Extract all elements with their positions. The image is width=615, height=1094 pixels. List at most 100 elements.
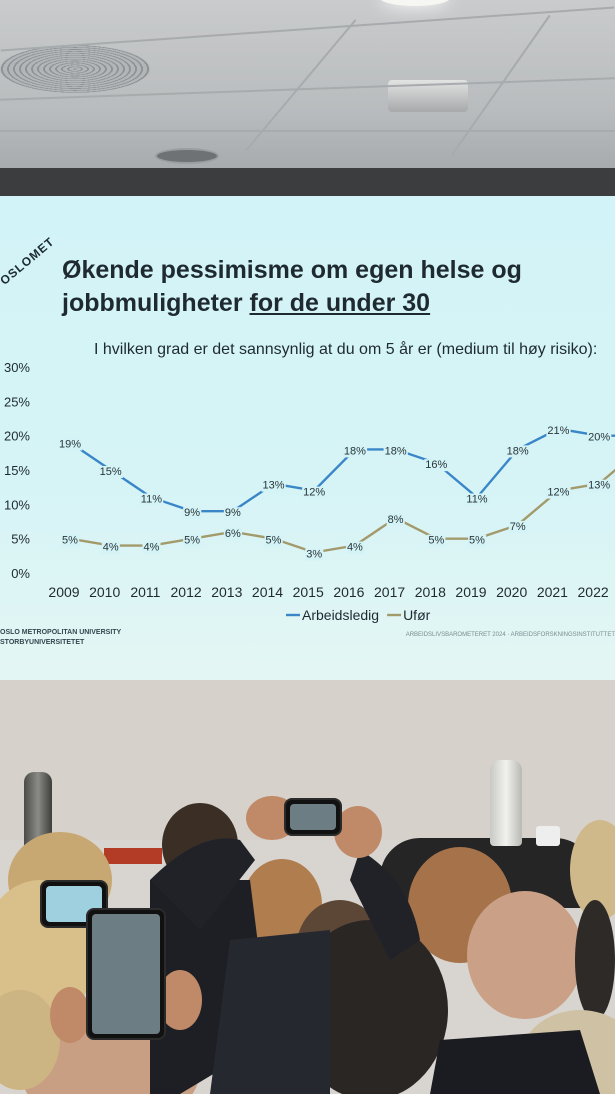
screen-housing bbox=[0, 168, 615, 198]
x-tick-label: 2021 bbox=[537, 584, 568, 600]
ceiling-light bbox=[380, 0, 450, 6]
data-label-bg bbox=[264, 534, 283, 547]
data-label: 5% bbox=[62, 535, 78, 547]
data-label-bg bbox=[587, 431, 612, 444]
data-label-bg bbox=[386, 514, 405, 527]
phone bbox=[86, 908, 166, 1040]
data-label: 12% bbox=[547, 487, 569, 499]
data-label-bg bbox=[587, 479, 612, 492]
x-tick-label: 2009 bbox=[48, 584, 79, 600]
data-label: 11% bbox=[141, 493, 162, 505]
footer-source: ARBEIDSLIVSBAROMETERET 2024 · ARBEIDSFOR… bbox=[405, 632, 615, 638]
title-line-1: Økende pessimisme om egen helse og bbox=[62, 256, 522, 284]
data-label: 9% bbox=[184, 507, 200, 519]
data-label: 3% bbox=[306, 548, 322, 560]
data-label: 11% bbox=[466, 493, 487, 505]
y-tick-label: 10% bbox=[4, 497, 30, 512]
x-tick-label: 2013 bbox=[211, 584, 242, 600]
data-label: 4% bbox=[347, 542, 363, 554]
x-tick-label: 2022 bbox=[578, 584, 609, 600]
data-label: 18% bbox=[344, 445, 366, 457]
data-label: 9% bbox=[225, 507, 241, 519]
title-line-2: jobbmuligheter for de under 30 bbox=[62, 287, 602, 320]
ceiling bbox=[0, 0, 615, 200]
data-label-bg bbox=[223, 507, 242, 520]
data-label: 6% bbox=[225, 528, 241, 540]
data-label: 5% bbox=[184, 535, 200, 547]
slide-title: Økende pessimisme om egen helse og jobbm… bbox=[62, 254, 602, 320]
data-label: 18% bbox=[385, 445, 407, 457]
legend-label: Ufør bbox=[403, 607, 431, 623]
data-label: 18% bbox=[507, 445, 529, 457]
data-label-bg bbox=[468, 534, 487, 547]
data-label-bg bbox=[508, 520, 527, 533]
data-label: 16% bbox=[425, 459, 447, 471]
glass bbox=[536, 826, 560, 846]
x-tick-label: 2010 bbox=[89, 584, 120, 600]
data-label-bg bbox=[305, 548, 324, 561]
y-tick-label: 0% bbox=[11, 566, 30, 581]
data-label: 12% bbox=[303, 487, 325, 499]
data-label-bg bbox=[142, 541, 161, 554]
legend-label: Arbeidsledig bbox=[302, 607, 379, 623]
data-label-bg bbox=[465, 493, 489, 506]
ceiling-spotlight bbox=[155, 148, 219, 164]
data-label-bg bbox=[139, 493, 164, 506]
data-label: 19% bbox=[59, 439, 81, 451]
data-label: 5% bbox=[266, 535, 282, 547]
data-label-bg bbox=[342, 445, 368, 458]
footer-university-line1: OSLO METROPOLITAN UNIVERSITY bbox=[0, 629, 122, 636]
x-tick-label: 2011 bbox=[130, 584, 160, 600]
data-label: 13% bbox=[588, 480, 610, 492]
y-tick-label: 20% bbox=[4, 429, 30, 444]
data-label: 20% bbox=[588, 432, 610, 444]
data-label-bg bbox=[183, 534, 202, 547]
data-label-bg bbox=[505, 445, 530, 458]
data-label-bg bbox=[98, 466, 123, 478]
data-label: 13% bbox=[262, 480, 284, 492]
ceiling-vent bbox=[0, 45, 150, 93]
data-label-bg bbox=[383, 445, 408, 458]
projection-screen: OSLOMET Økende pessimisme om egen helse … bbox=[0, 196, 615, 680]
x-tick-label: 2019 bbox=[455, 584, 486, 600]
x-tick-label: 2016 bbox=[333, 584, 364, 600]
data-label-bg bbox=[223, 527, 242, 540]
data-label-bg bbox=[546, 486, 571, 499]
y-tick-label: 15% bbox=[4, 463, 30, 478]
x-tick-label: 2018 bbox=[415, 584, 446, 600]
data-label-bg bbox=[61, 534, 80, 547]
data-label: 8% bbox=[388, 514, 404, 526]
data-label-bg bbox=[183, 507, 202, 520]
title-line-2-plain: jobbmuligheter bbox=[62, 289, 250, 317]
chart-question: I hvilken grad er det sannsynlig at du o… bbox=[94, 341, 598, 358]
line-chart: 0% 5% 10% 15% 20% 25% 30% 2009 2010 2011 2012 2013 2… bbox=[4, 360, 615, 623]
red-box bbox=[104, 848, 162, 864]
data-label: 4% bbox=[143, 542, 159, 554]
x-tick-label: 2020 bbox=[496, 584, 527, 600]
data-label-bg bbox=[101, 541, 120, 554]
title-line-2-underlined: for de under 30 bbox=[249, 289, 431, 317]
y-tick-label: 30% bbox=[4, 360, 30, 375]
data-label: 21% bbox=[547, 425, 569, 437]
data-label-bg bbox=[345, 541, 365, 554]
data-label: 4% bbox=[103, 542, 119, 554]
x-tick-label: 2015 bbox=[293, 584, 324, 600]
y-tick-label: 25% bbox=[4, 394, 30, 409]
data-label-bg bbox=[546, 424, 571, 437]
data-label-bg bbox=[424, 459, 449, 472]
bottle bbox=[490, 760, 522, 846]
data-label-bg bbox=[57, 438, 83, 451]
footer-university-line2: STORBYUNIVERSITETET bbox=[0, 639, 85, 646]
x-tick-label: 2012 bbox=[171, 584, 202, 600]
x-tick-label: 2014 bbox=[252, 584, 283, 600]
data-label: 5% bbox=[428, 535, 444, 547]
y-tick-label: 5% bbox=[11, 532, 30, 547]
data-label-bg bbox=[261, 479, 286, 492]
data-label: 15% bbox=[100, 466, 122, 478]
data-label-bg bbox=[302, 486, 327, 499]
phone bbox=[284, 798, 342, 836]
data-label: 5% bbox=[469, 535, 485, 547]
x-tick-label: 2017 bbox=[374, 584, 405, 600]
data-label: 7% bbox=[510, 521, 526, 533]
footer-university: OSLO METROPOLITAN UNIVERSITY STORBYUNIVE… bbox=[0, 628, 121, 648]
